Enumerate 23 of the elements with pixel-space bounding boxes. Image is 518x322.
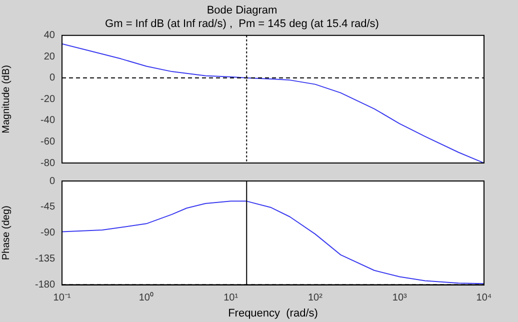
x-axis-title: Frequency (rad/s) [228,307,318,320]
y-axis-title: Magnitude (dB) [0,65,12,134]
y-tick-label: 20 [44,51,56,62]
x-tick-label: 10¹ [224,292,239,304]
y-tick-label: -90 [40,228,56,239]
y-tick-label: 0 [49,72,56,84]
chart-title: Bode Diagram [206,4,278,17]
x-tick-label: 10⁻¹ [53,292,72,304]
chart-subtitle: Gm = Inf dB (at Inf rad/s) , Pm = 145 deg (at 15.4 rad/s) [105,18,379,30]
y-axis-title: Phase (deg) [0,206,12,260]
y-tick-label: -60 [40,136,56,148]
x-tick-label: 10⁴ [476,292,492,304]
y-tick-label: 0 [49,176,56,187]
y-tick-label: -80 [40,158,56,169]
y-tick-label: -20 [40,94,56,105]
x-tick-label: 10⁰ [138,292,154,304]
y-tick-label: -135 [34,254,56,265]
y-tick-label: 40 [44,30,56,42]
x-tick-label: 10² [308,292,324,304]
y-tick-label: -180 [34,280,56,291]
x-tick-label: 10³ [392,292,408,304]
y-tick-label: -45 [40,202,56,213]
y-tick-label: -40 [40,115,56,126]
